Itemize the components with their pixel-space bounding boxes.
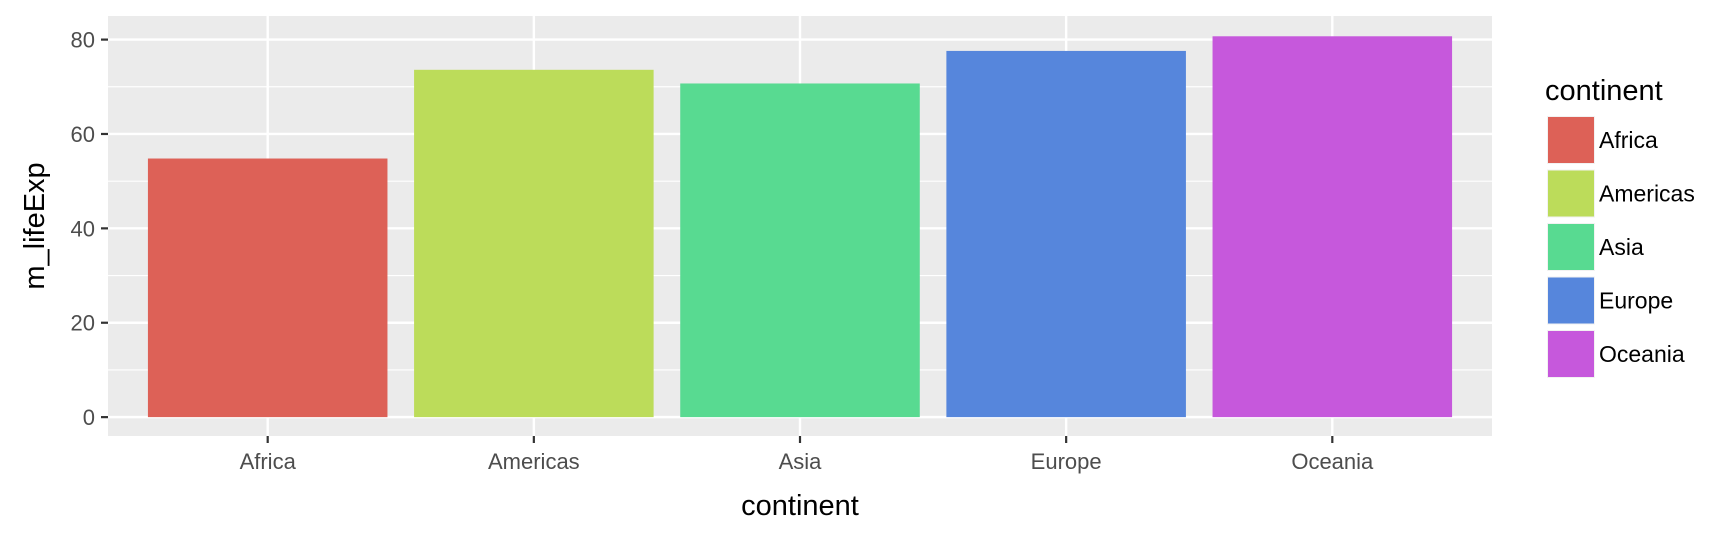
x-tick-label: Americas bbox=[488, 449, 580, 474]
x-tick-label: Oceania bbox=[1291, 449, 1374, 474]
legend-label-africa: Africa bbox=[1599, 127, 1658, 153]
legend-swatch-asia bbox=[1548, 224, 1594, 270]
legend-title: continent bbox=[1545, 75, 1663, 107]
x-tick-label: Asia bbox=[779, 449, 823, 474]
y-tick-label: 0 bbox=[83, 405, 95, 430]
y-tick-label: 40 bbox=[71, 216, 95, 241]
legend-label-europe: Europe bbox=[1599, 288, 1673, 314]
legend-label-oceania: Oceania bbox=[1599, 341, 1685, 367]
bar-americas bbox=[414, 69, 654, 418]
bar-europe bbox=[946, 50, 1186, 418]
x-tick-label: Africa bbox=[240, 449, 297, 474]
legend-label-americas: Americas bbox=[1599, 181, 1695, 207]
x-axis-title: continent bbox=[741, 490, 859, 522]
y-tick-label: 20 bbox=[71, 311, 95, 336]
bars bbox=[147, 36, 1453, 418]
legend-swatch-europe bbox=[1548, 277, 1594, 324]
bar-africa bbox=[147, 158, 388, 418]
x-tick-label: Europe bbox=[1031, 449, 1102, 474]
y-tick-label: 60 bbox=[71, 122, 95, 147]
legend-swatch-oceania bbox=[1548, 331, 1594, 377]
y-tick-label: 80 bbox=[71, 28, 95, 53]
legend-swatch-americas bbox=[1548, 170, 1594, 217]
bar-oceania bbox=[1212, 36, 1453, 418]
legend-label-asia: Asia bbox=[1599, 234, 1644, 260]
legend-swatch-africa bbox=[1548, 117, 1594, 163]
bar-asia bbox=[680, 83, 920, 418]
axes: 0 20 40 60 80 Africa Americas Asia Europe Oceania bbox=[71, 28, 1375, 474]
legend: continent Africa Americas Asia Europe Oceani… bbox=[1545, 75, 1695, 378]
y-axis-title: m_lifeExp bbox=[19, 162, 51, 289]
